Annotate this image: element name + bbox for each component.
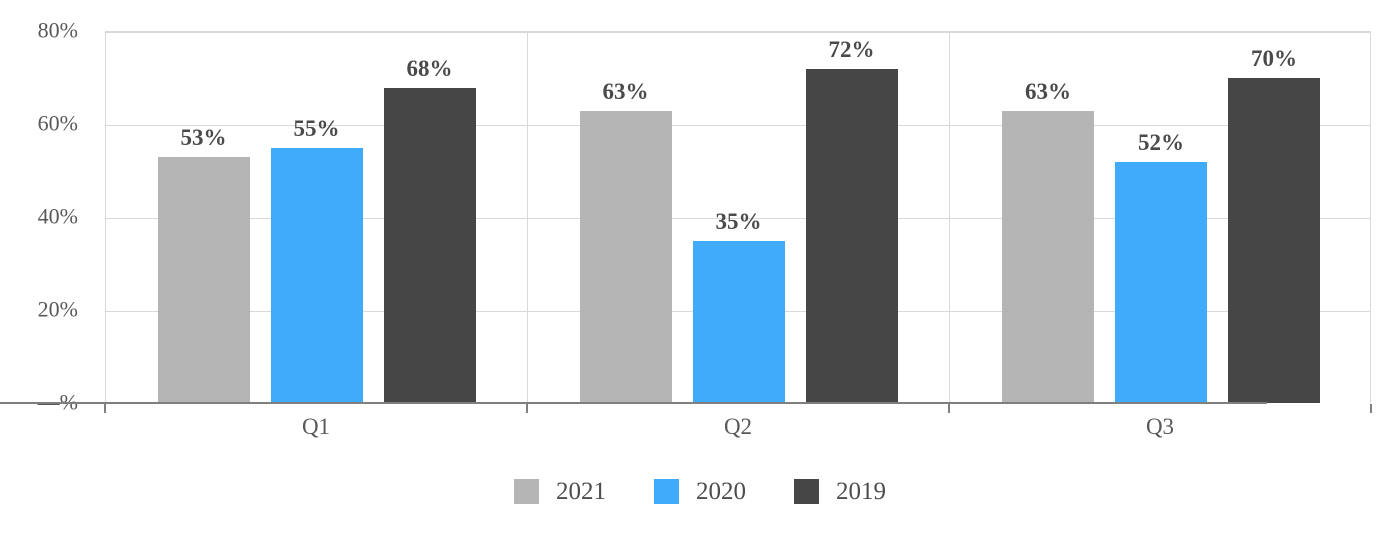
bar-value-label: 63%	[1025, 78, 1071, 104]
panel-q3: 63% 52% 70%	[950, 32, 1372, 403]
legend-label: 2019	[836, 478, 886, 505]
bar-value-label: 35%	[715, 208, 762, 234]
y-tick-label-0: —%	[37, 389, 78, 415]
bar-group-q1-2021: 53%	[157, 32, 250, 403]
bar-value-label: 53%	[180, 125, 227, 151]
bar-q2-2019	[805, 69, 898, 403]
panel-q2: 63% 35% 72%	[528, 32, 950, 403]
x-axis-line	[0, 402, 1267, 404]
bar-q3-2019	[1228, 78, 1320, 403]
legend-swatch-2021	[514, 479, 539, 504]
y-tick-label-80: 80%	[37, 17, 78, 43]
legend-item-2021: 2021	[514, 479, 606, 504]
x-category-label-q1: Q1	[301, 414, 331, 439]
legend: 2021 2020 2019	[0, 479, 1400, 504]
bar-q1-2020	[270, 147, 363, 403]
legend-item-2019: 2019	[794, 479, 886, 504]
bar-q1-2021	[157, 157, 250, 403]
bar-q1-2019	[383, 87, 476, 403]
x-axis-tick	[948, 404, 950, 413]
y-tick-label-20: 20%	[37, 296, 78, 322]
bar-group-q2-2020: 35%	[692, 32, 785, 403]
bar-q3-2020	[1115, 161, 1207, 403]
bar-group-q3-2020: 52%	[1115, 32, 1207, 403]
bar-value-label: 63%	[602, 78, 649, 104]
x-axis-tick	[526, 404, 528, 413]
bar-group-q3-2019: 70%	[1228, 32, 1320, 403]
bar-group-q2-2021: 63%	[579, 32, 672, 403]
legend-label: 2021	[556, 478, 606, 505]
bar-group-q3-2021: 63%	[1002, 32, 1094, 403]
bar-group-q1-2019: 68%	[383, 32, 476, 403]
y-tick-label-60: 60%	[37, 110, 78, 136]
x-axis-tick	[1370, 404, 1372, 413]
legend-item-2020: 2020	[654, 479, 746, 504]
bar-q3-2021	[1002, 110, 1094, 403]
plot-area: 53% 55% 68% 63% 35% 72% 63% 52% 70%	[105, 31, 1371, 403]
legend-swatch-2020	[654, 479, 679, 504]
bar-value-label: 70%	[1251, 46, 1297, 72]
bar-group-q2-2019: 72%	[805, 32, 898, 403]
panel-q1: 53% 55% 68%	[106, 32, 528, 403]
bar-q2-2021	[579, 110, 672, 403]
y-tick-label-40: 40%	[37, 203, 78, 229]
bar-value-label: 55%	[293, 115, 340, 141]
bar-q2-2020	[692, 240, 785, 403]
x-category-label-q3: Q3	[1145, 414, 1175, 439]
bar-value-label: 52%	[1138, 129, 1184, 155]
x-axis-tick	[104, 404, 106, 413]
legend-label: 2020	[696, 478, 746, 505]
legend-swatch-2019	[794, 479, 819, 504]
x-category-label-q2: Q2	[723, 414, 753, 439]
bar-group-q1-2020: 55%	[270, 32, 363, 403]
bar-value-label: 68%	[406, 55, 453, 81]
bar-value-label: 72%	[828, 37, 875, 63]
